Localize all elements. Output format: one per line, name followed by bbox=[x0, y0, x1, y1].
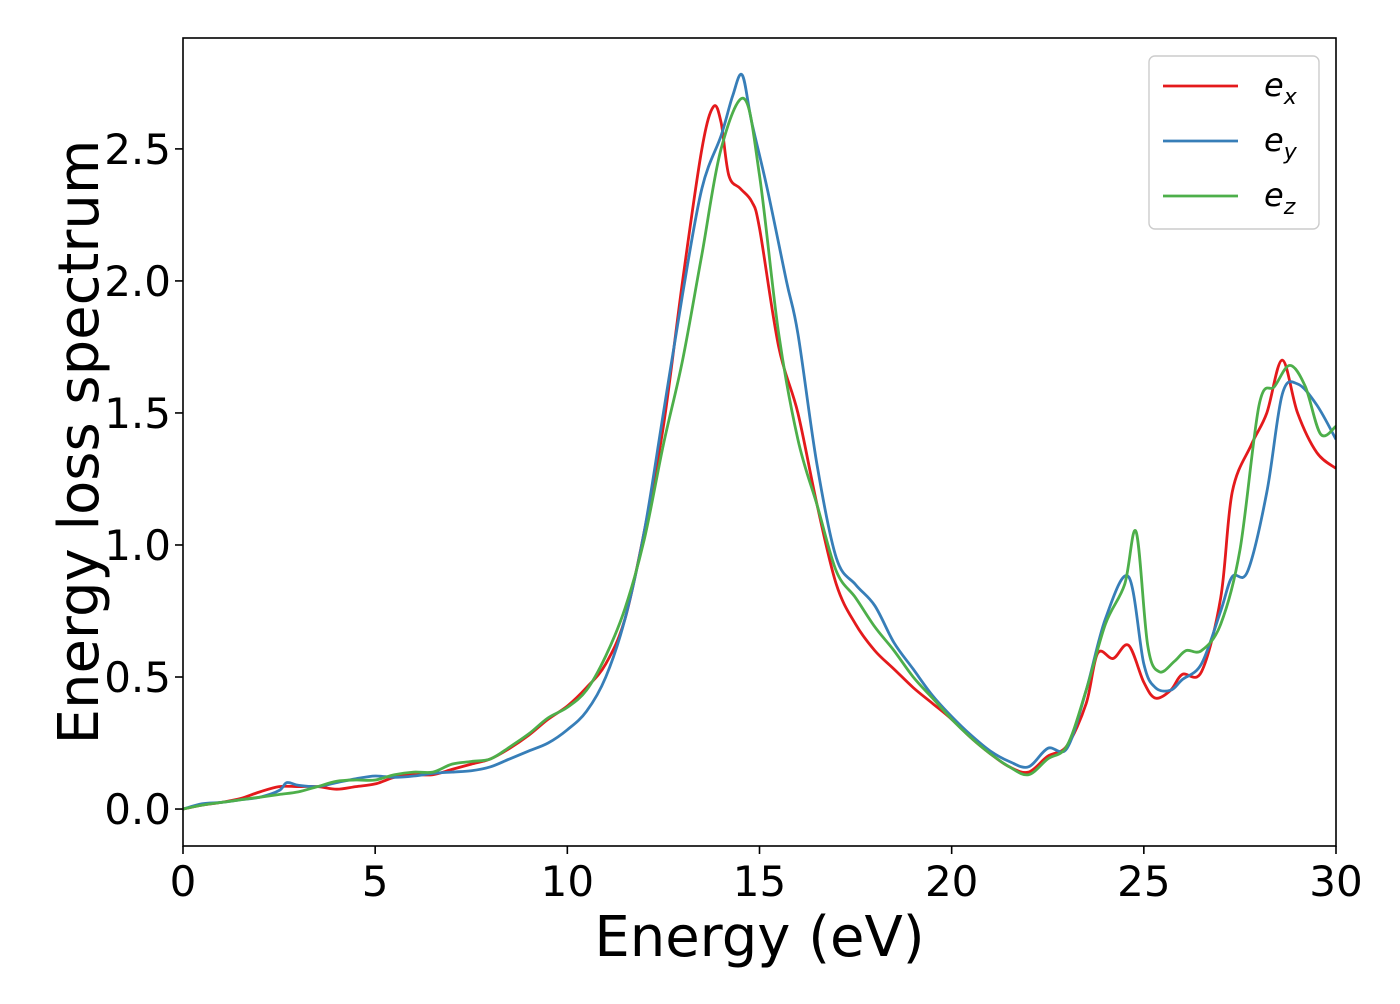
y-tick-label: 1.5 bbox=[104, 389, 171, 438]
series-line-y bbox=[183, 72, 1336, 811]
x-tick-label: 5 bbox=[362, 857, 389, 906]
series-layer bbox=[183, 72, 1336, 811]
x-tick-label: 30 bbox=[1309, 857, 1362, 906]
y-tick-label: 0.0 bbox=[104, 785, 171, 834]
y-tick-label: 0.5 bbox=[104, 653, 171, 702]
x-tick-label: 20 bbox=[925, 857, 978, 906]
x-tick-label: 10 bbox=[541, 857, 594, 906]
y-axis-title: Energy loss spectrum bbox=[47, 140, 112, 745]
y-tick-label: 1.0 bbox=[104, 521, 171, 570]
ticks-layer: 0 5 10 15 20 25 30 0.0 0.5 1.0 1.5 2.0 2.5 bbox=[104, 125, 1363, 906]
y-tick-label: 2.0 bbox=[104, 257, 171, 306]
x-axis-title: Energy (eV) bbox=[594, 905, 924, 970]
x-tick-label: 25 bbox=[1117, 857, 1170, 906]
x-tick-label: 0 bbox=[170, 857, 197, 906]
series-line-z bbox=[183, 97, 1336, 811]
legend-frame bbox=[1148, 55, 1320, 230]
x-tick-label: 15 bbox=[733, 857, 786, 906]
y-tick-label: 2.5 bbox=[104, 125, 171, 174]
